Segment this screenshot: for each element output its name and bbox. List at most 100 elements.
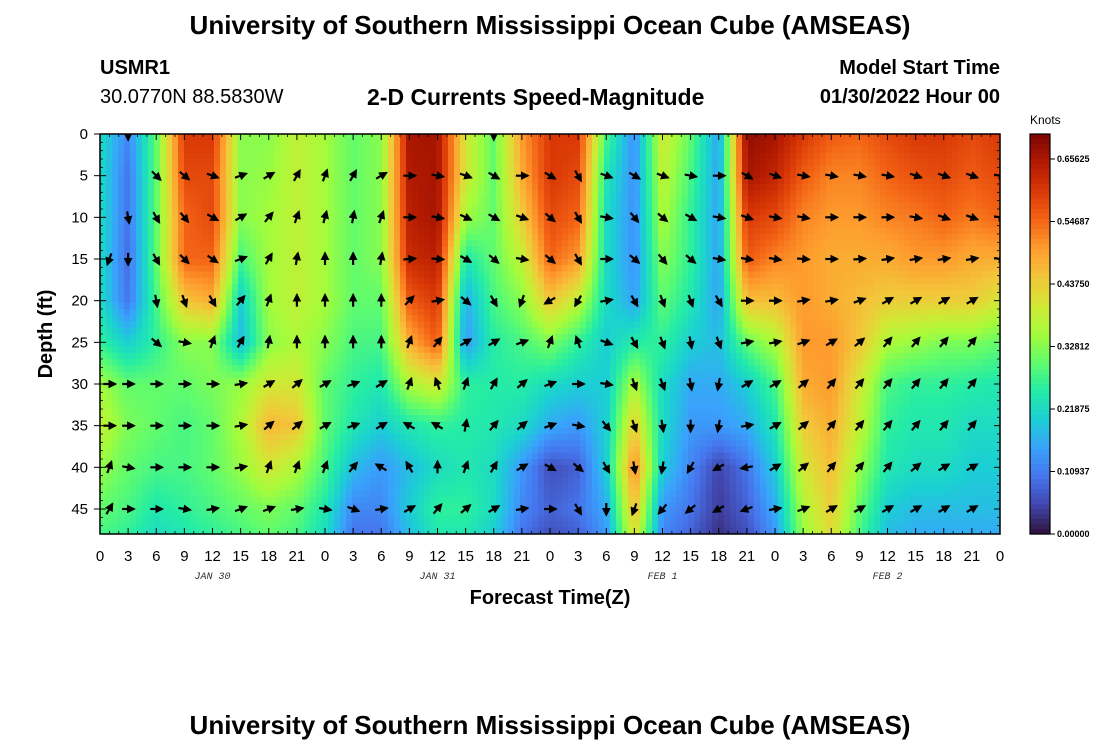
heatmap-cell [682,215,689,223]
heatmap-cell [874,221,881,229]
heatmap-cell [352,240,359,248]
heatmap-cell [964,227,971,235]
heatmap-cell [934,334,941,341]
heatmap-cell [766,284,773,291]
heatmap-cell [856,152,863,160]
heatmap-cell [106,221,113,229]
heatmap-cell [394,202,401,210]
heatmap-cell [730,146,737,154]
heatmap-cell [688,246,695,254]
heatmap-cell [604,240,611,248]
heatmap-cell [538,177,545,185]
heatmap-cell [904,315,911,323]
heatmap-cell [436,271,443,279]
heatmap-cell [520,271,527,279]
heatmap-cell [640,321,647,329]
heatmap-cell [640,277,647,285]
heatmap-cell [610,165,617,173]
heatmap-cell [118,340,125,348]
heatmap-cell [820,152,827,160]
heatmap-cell [568,171,575,179]
heatmap-cell [946,146,953,154]
heatmap-cell [688,277,695,285]
heatmap-cell [136,252,143,260]
heatmap-cell [724,215,731,223]
heatmap-cell [310,159,317,166]
heatmap-cell [730,227,737,235]
heatmap-cell [184,271,191,279]
heatmap-cell [220,290,227,298]
heatmap-cell [898,215,905,223]
heatmap-cell [358,146,365,154]
heatmap-cell [766,140,773,148]
heatmap-cell [790,277,797,285]
heatmap-cell [556,321,563,329]
heatmap-cell [556,177,563,185]
heatmap-cell [196,265,203,273]
heatmap-cell [742,284,749,291]
heatmap-cell [430,177,437,185]
heatmap-cell [136,184,143,191]
heatmap-cell [226,196,233,204]
heatmap-cell [628,315,635,323]
heatmap-cell [298,202,305,210]
heatmap-cell [454,215,461,223]
heatmap-cell [424,215,431,223]
heatmap-cell [310,209,317,216]
heatmap-cell [580,152,587,160]
heatmap-cell [550,315,557,323]
heatmap-cell [280,265,287,273]
heatmap-cell [370,296,377,304]
heatmap-cell [826,196,833,204]
heatmap-cell [640,146,647,154]
heatmap-cell [460,146,467,154]
heatmap-cell [400,252,407,260]
heatmap-cell [466,165,473,173]
heatmap-cell [508,327,515,335]
heatmap-cell [142,265,149,273]
heatmap-cell [688,146,695,154]
heatmap-cell [766,277,773,285]
heatmap-cell [244,302,251,310]
heatmap-cell [928,165,935,173]
heatmap-cell [988,159,995,166]
heatmap-cell [676,252,683,260]
heatmap-cell [976,327,983,335]
heatmap-cell [496,177,503,185]
heatmap-cell [850,184,857,191]
heatmap-cell [196,159,203,166]
heatmap-cell [712,246,719,254]
heatmap-cell [766,240,773,248]
heatmap-cell [580,209,587,216]
heatmap-cell [784,234,791,241]
heatmap-cell [310,271,317,279]
heatmap-cell [586,202,593,210]
heatmap-cell [568,265,575,273]
heatmap-cell [256,246,263,254]
heatmap-cell [526,321,533,329]
heatmap-cell [214,315,221,323]
colorbar-units: Knots [1030,113,1061,127]
heatmap-cell [718,321,725,329]
heatmap-cell [898,146,905,154]
heatmap-cell [916,271,923,279]
heatmap-cell [904,296,911,304]
heatmap-cell [862,221,869,229]
heatmap-cell [298,165,305,173]
heatmap-cell [826,327,833,335]
heatmap-cell [754,259,761,266]
heatmap-cell [652,159,659,166]
heatmap-cell [688,321,695,329]
heatmap-cell [214,227,221,235]
heatmap-cell [670,152,677,160]
heatmap-cell [934,184,941,191]
heatmap-cell [862,271,869,279]
heatmap-cell [190,240,197,248]
heatmap-cell [130,277,137,285]
heatmap-cell [706,277,713,285]
heatmap-cell [574,202,581,210]
heatmap-cell [106,190,113,198]
heatmap-cell [766,234,773,241]
heatmap-cell [784,277,791,285]
heatmap-cell [790,227,797,235]
